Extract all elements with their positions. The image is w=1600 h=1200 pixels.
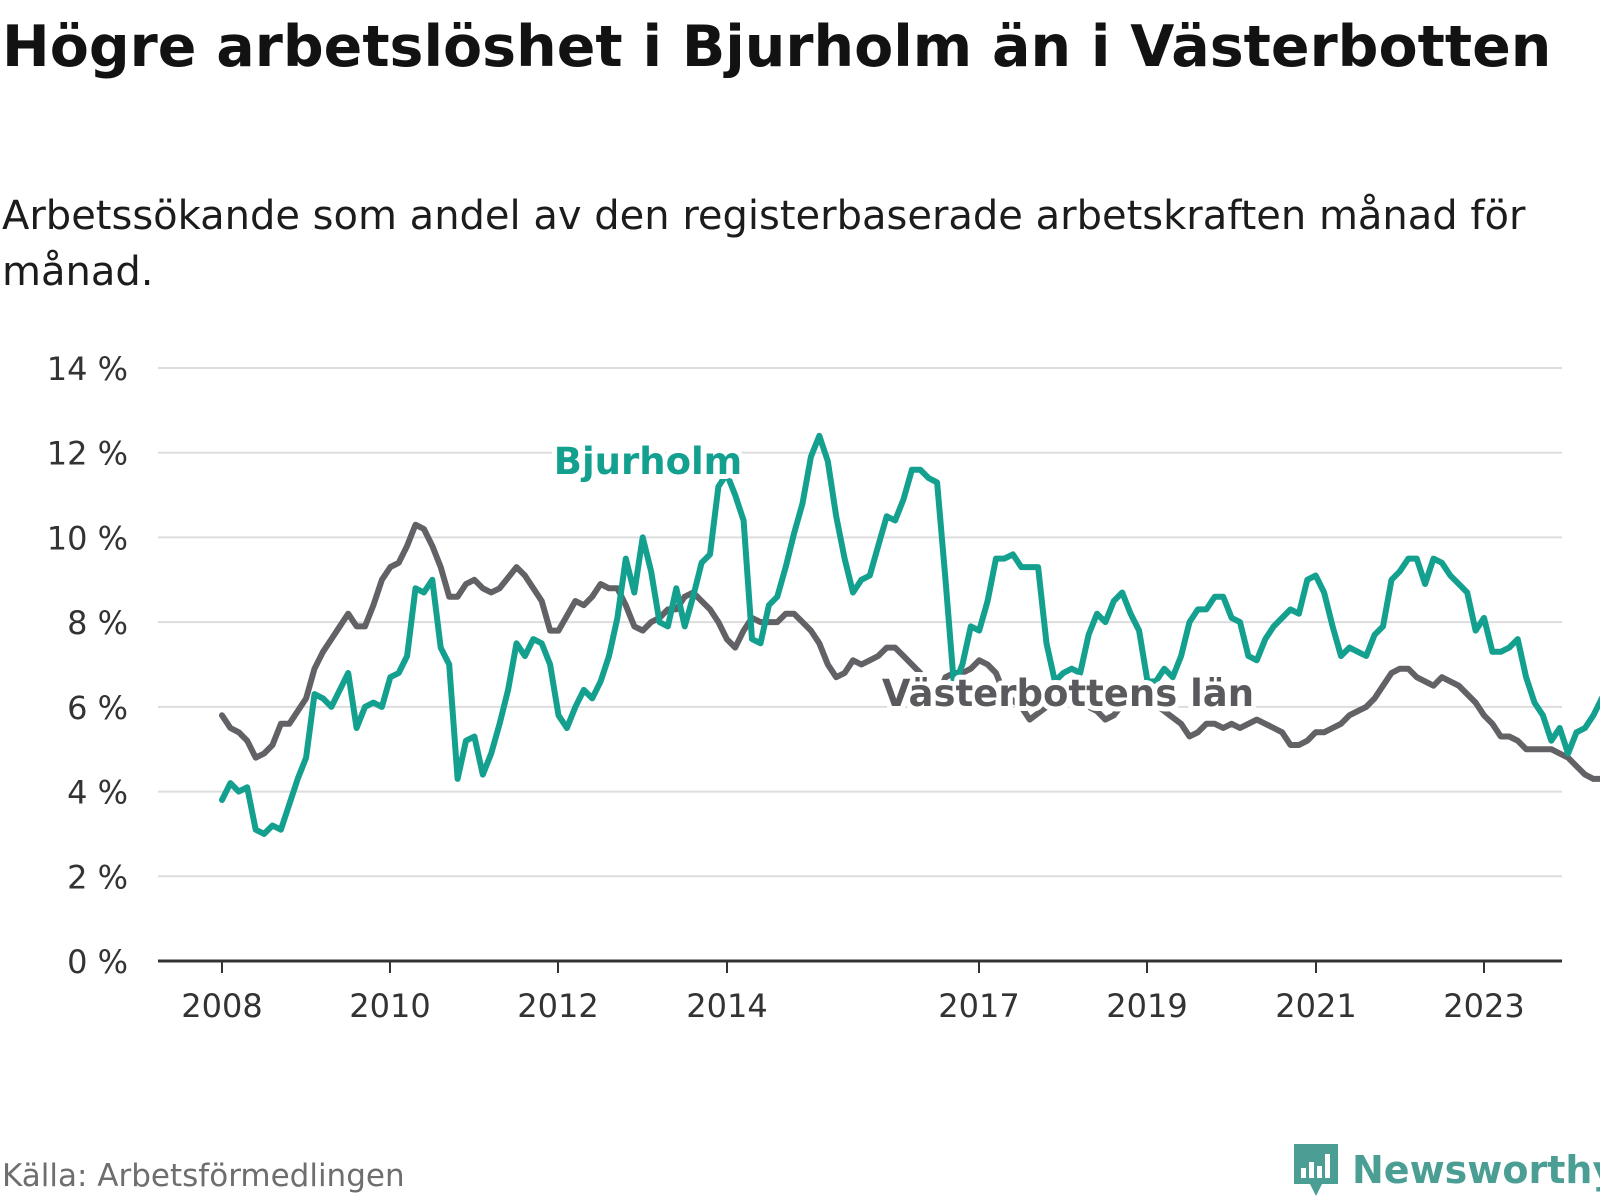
series-line-bjurholm (219, 432, 1600, 837)
grid-lines (158, 367, 1562, 878)
x-tick-label: 2021 (1275, 987, 1356, 1025)
x-tick-label: 2023 (1443, 987, 1524, 1025)
y-tick-label: 2 % (67, 858, 128, 896)
x-tick-label: 2014 (686, 987, 767, 1025)
y-tick-label: 14 % (47, 350, 128, 388)
x-tick-label: 2008 (181, 987, 262, 1025)
series-line-lan (219, 521, 1600, 782)
newsworthy-chart-logo-icon (1294, 1144, 1338, 1196)
source-note: Källa: Arbetsförmedlingen (2, 1158, 405, 1194)
brand-name: Newsworthy (1352, 1148, 1600, 1192)
y-tick-label: 8 % (67, 604, 128, 642)
y-tick-label: 0 % (67, 943, 128, 981)
y-tick-label: 12 % (47, 435, 128, 473)
series-label-halo: Västerbottens län (882, 672, 1254, 715)
series-label-bjurholm: Bjurholm (554, 440, 742, 483)
series-label-lan: Västerbottens län (882, 672, 1254, 715)
x-tick-label: 2019 (1106, 987, 1187, 1025)
chart-title: Högre arbetslöshet i Bjurholm än i Väste… (2, 14, 1552, 80)
x-tick-label: 2017 (938, 987, 1019, 1025)
brand-logo: Newsworthy (1290, 1140, 1600, 1200)
y-axis-ticks: 0 % 2 % 4 % 6 % 8 % 10 % 12 % 14 % (47, 350, 128, 981)
x-axis: 2008 2010 2012 2014 2017 2019 2021 2023 (158, 959, 1562, 1025)
x-tick-label: 2012 (517, 987, 598, 1025)
series-label-halo: Bjurholm (554, 440, 742, 483)
y-tick-label: 10 % (47, 519, 128, 557)
chart-subtitle: Arbetssökande som andel av den registerb… (2, 193, 1526, 295)
y-tick-label: 4 % (67, 774, 128, 812)
y-tick-label: 6 % (67, 689, 128, 727)
line-chart: 0 % 2 % 4 % 6 % 8 % 10 % 12 % 14 % 2008 2010 2012… (47, 350, 1600, 1025)
x-tick-label: 2010 (349, 987, 430, 1025)
series-lines (219, 432, 1600, 837)
